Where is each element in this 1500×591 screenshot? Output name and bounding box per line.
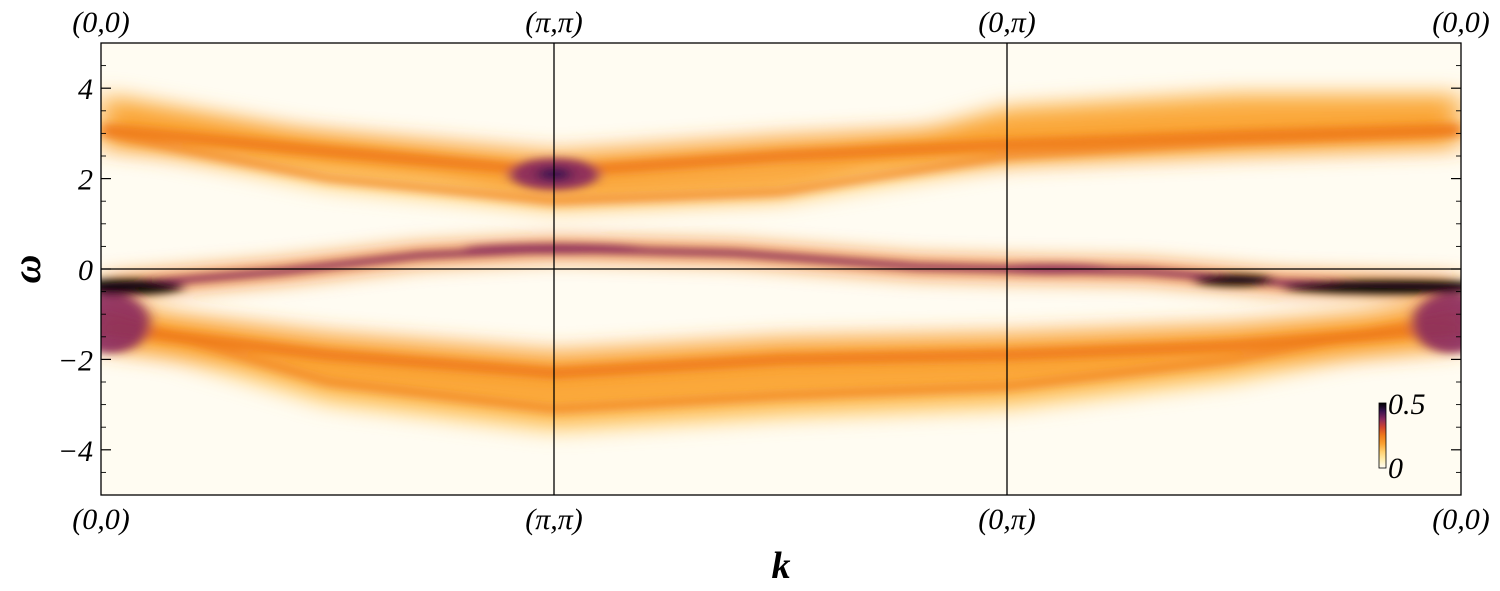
colorbar-gradient <box>1378 402 1387 469</box>
x-tick-label-bottom-2: (0,π) <box>978 503 1036 536</box>
heat-ridge-lower-edge <box>101 310 1461 414</box>
colorbar-min-label: 0 <box>1388 452 1403 485</box>
heat-band-lower-edge-body <box>101 294 1461 420</box>
x-tick-label-top-3: (0,0) <box>1432 6 1489 39</box>
x-tick-labels-bottom: (0,0) (π,π) (0,π) (0,0) <box>72 503 1489 536</box>
x-tick-labels-top: (0,0) (π,π) (0,π) (0,0) <box>72 6 1489 39</box>
x-tick-label-bottom-0: (0,0) <box>72 503 129 536</box>
x-tick-label-bottom-1: (π,π) <box>525 503 583 536</box>
heat-ridge-upper <box>101 122 1461 178</box>
heat-ridge-lower <box>101 321 1461 379</box>
heat-spot-gamma-right-dark <box>1283 280 1461 295</box>
y-tick-label: −4 <box>58 435 93 468</box>
colorbar: 0.5 0 <box>1378 388 1426 485</box>
heat-spot-gamma-left <box>101 293 151 354</box>
x-tick-label-bottom-3: (0,0) <box>1432 503 1489 536</box>
x-axis-label: k <box>772 545 791 587</box>
heat-spot-gamma-right <box>1411 293 1461 354</box>
y-tick-label: 4 <box>78 73 93 106</box>
colorbar-max-label: 0.5 <box>1388 388 1426 421</box>
y-axis-label: ω <box>4 255 49 284</box>
heat-ridge-upper-low <box>101 129 1461 206</box>
x-tick-label-top-0: (0,0) <box>72 6 129 39</box>
x-tick-label-top-2: (0,π) <box>978 6 1036 39</box>
y-tick-label: 2 <box>78 164 93 197</box>
y-tick-label: 0 <box>78 254 93 287</box>
heat-spot-gamma-left-dark <box>101 279 184 296</box>
y-tick-label: −2 <box>58 344 93 377</box>
x-tick-label-top-1: (π,π) <box>525 6 583 39</box>
heat-spot-right-kink <box>1194 274 1275 287</box>
heatmap-core <box>101 122 1461 414</box>
y-axis-ticks: 4 2 0 −2 −4 <box>58 42 1461 496</box>
